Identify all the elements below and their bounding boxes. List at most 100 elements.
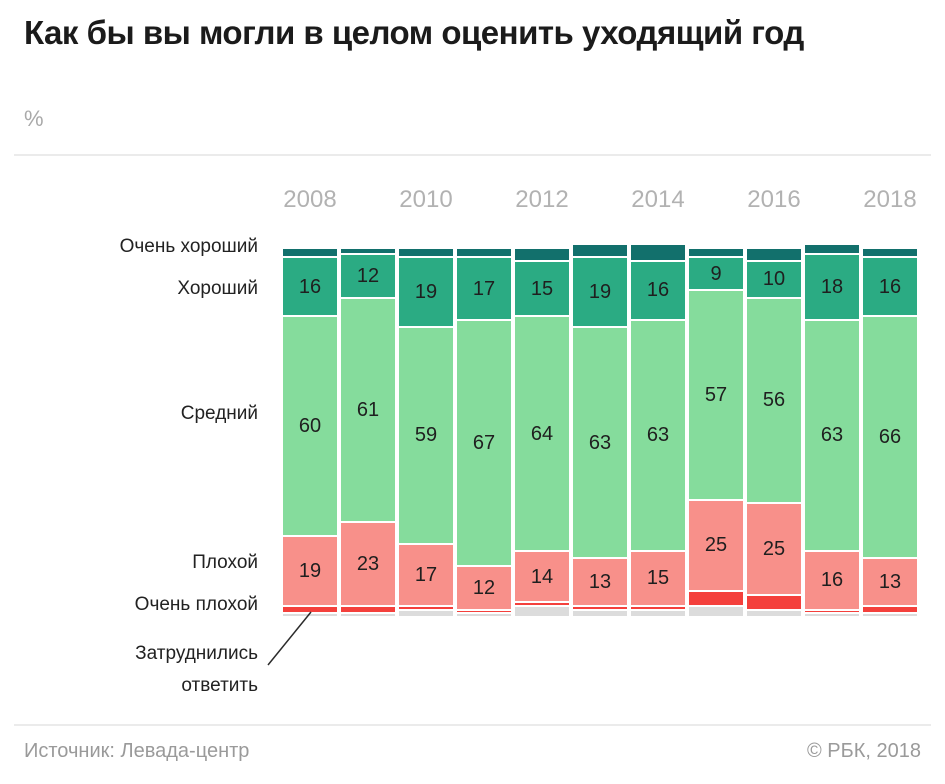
bar-2012-seg-bad: 14 bbox=[515, 549, 569, 602]
bar-2015-seg-average: 57 bbox=[689, 289, 743, 499]
bar-2011-seg-good: 17 bbox=[457, 256, 511, 319]
bar-2017-seg-very-bad bbox=[805, 608, 859, 613]
bar-2008-seg-average: 60 bbox=[283, 315, 337, 536]
bar-2013-seg-bad: 13 bbox=[573, 557, 627, 606]
bottom-divider bbox=[14, 724, 931, 726]
value-label: 19 bbox=[588, 281, 612, 304]
value-label: 12 bbox=[356, 264, 380, 287]
bar-2015-seg-good: 9 bbox=[689, 256, 743, 290]
bar-2008-seg-bad: 19 bbox=[283, 535, 337, 606]
bar-2012-seg-average: 64 bbox=[515, 315, 569, 550]
bar-2011-seg-very-bad bbox=[457, 608, 511, 613]
bar-2010-seg-difficult bbox=[399, 608, 453, 616]
value-label: 63 bbox=[588, 431, 612, 454]
value-label: 66 bbox=[878, 426, 902, 449]
value-label: 25 bbox=[704, 534, 728, 557]
value-label: 9 bbox=[710, 262, 722, 285]
copyright: © РБК, 2018 bbox=[806, 740, 921, 762]
bar-2017-seg-average: 63 bbox=[805, 318, 859, 550]
unit-label: % bbox=[24, 106, 44, 131]
bar-2014-seg-difficult bbox=[631, 608, 685, 616]
value-label: 10 bbox=[762, 268, 786, 291]
bar-2017-seg-bad: 16 bbox=[805, 549, 859, 609]
page-title: Как бы вы могли в целом оценить уходящий… bbox=[24, 14, 804, 51]
bar-2009-seg-bad: 23 bbox=[341, 520, 395, 606]
bar-2012-seg-very-good bbox=[515, 249, 569, 261]
value-label: 19 bbox=[414, 281, 438, 304]
bar-2008-seg-good: 16 bbox=[283, 256, 337, 316]
value-label: 14 bbox=[530, 565, 554, 588]
x-axis-label-2016: 2016 bbox=[747, 186, 801, 213]
bar-2015-seg-bad: 25 bbox=[689, 498, 743, 591]
bar-2012-seg-very-bad bbox=[515, 601, 569, 605]
bar-2015-seg-very-good bbox=[689, 249, 743, 257]
bar-2011-seg-average: 67 bbox=[457, 318, 511, 565]
bar-2017: 18 63 16 bbox=[805, 245, 859, 616]
bar-2012: 15 64 14 bbox=[515, 249, 569, 616]
bar-2011-seg-bad: 12 bbox=[457, 564, 511, 609]
x-axis-label-2018: 2018 bbox=[863, 186, 917, 213]
bar-2014-seg-very-bad bbox=[631, 605, 685, 609]
value-label: 67 bbox=[472, 431, 496, 454]
bar-2016-seg-difficult bbox=[747, 608, 801, 616]
value-label: 61 bbox=[356, 398, 380, 421]
value-label: 63 bbox=[646, 424, 670, 447]
x-axis-label-2012: 2012 bbox=[515, 186, 569, 213]
bar-2017-seg-difficult bbox=[805, 612, 859, 616]
bar-2016-seg-good: 10 bbox=[747, 260, 801, 297]
bar-2008: 16 60 19 bbox=[283, 249, 337, 616]
bar-2011: 17 67 12 bbox=[457, 249, 511, 616]
value-label: 15 bbox=[646, 567, 670, 590]
value-label: 16 bbox=[298, 275, 322, 298]
bar-2011-seg-difficult bbox=[457, 612, 511, 616]
value-label: 64 bbox=[530, 422, 554, 445]
bar-2014-seg-good: 16 bbox=[631, 260, 685, 319]
category-label-bad: Плохой bbox=[192, 552, 258, 573]
bar-2010-seg-very-good bbox=[399, 249, 453, 257]
value-label: 15 bbox=[530, 277, 554, 300]
bar-2010-seg-good: 19 bbox=[399, 256, 453, 327]
bar-2014-seg-average: 63 bbox=[631, 318, 685, 550]
bar-2015-seg-very-bad bbox=[689, 590, 743, 605]
bar-2014-seg-bad: 15 bbox=[631, 549, 685, 606]
bar-2018-seg-very-good bbox=[863, 249, 917, 257]
bar-2009: 12 61 23 bbox=[341, 249, 395, 616]
bar-2018-seg-bad: 13 bbox=[863, 557, 917, 606]
bar-2011-seg-very-good bbox=[457, 249, 511, 257]
bar-2010-seg-bad: 17 bbox=[399, 542, 453, 606]
category-label-very-bad: Очень плохой bbox=[134, 594, 258, 615]
bar-2014: 16 63 15 bbox=[631, 245, 685, 616]
bar-2008-seg-very-good bbox=[283, 249, 337, 257]
category-label-good: Хороший bbox=[177, 278, 258, 299]
value-label: 19 bbox=[298, 560, 322, 583]
value-label: 23 bbox=[356, 552, 380, 575]
bar-2010-seg-average: 59 bbox=[399, 326, 453, 543]
bar-2009-seg-average: 61 bbox=[341, 296, 395, 521]
bar-2008-seg-difficult bbox=[283, 612, 337, 616]
bar-2008-seg-very-bad bbox=[283, 605, 337, 613]
value-label: 56 bbox=[762, 389, 786, 412]
bar-2018-seg-average: 66 bbox=[863, 315, 917, 558]
value-label: 17 bbox=[472, 277, 496, 300]
bar-2009-seg-very-bad bbox=[341, 605, 395, 613]
bar-2018: 16 66 13 bbox=[863, 249, 917, 616]
bar-2018-seg-good: 16 bbox=[863, 256, 917, 316]
category-label-difficult: Затруднились ответить bbox=[135, 643, 258, 696]
bar-2016: 10 56 25 bbox=[747, 249, 801, 616]
bar-2017-seg-good: 18 bbox=[805, 252, 859, 319]
value-label: 18 bbox=[820, 275, 844, 298]
bar-2014-seg-very-good bbox=[631, 245, 685, 261]
source-credit: Источник: Левада-центр bbox=[24, 740, 250, 762]
value-label: 63 bbox=[820, 424, 844, 447]
bar-2015-seg-difficult bbox=[689, 605, 743, 616]
value-label: 59 bbox=[414, 424, 438, 447]
bar-2018-seg-very-bad bbox=[863, 605, 917, 613]
value-label: 57 bbox=[704, 383, 728, 406]
bar-2013-seg-difficult bbox=[573, 608, 627, 616]
bar-2018-seg-difficult bbox=[863, 612, 917, 616]
value-label: 13 bbox=[588, 571, 612, 594]
category-label-average: Средний bbox=[180, 403, 258, 424]
category-label-very-good: Очень хороший bbox=[119, 236, 258, 257]
bar-2013-seg-very-good bbox=[573, 245, 627, 257]
top-divider bbox=[14, 154, 931, 156]
